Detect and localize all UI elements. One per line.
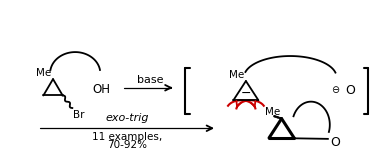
Text: exo-trig: exo-trig bbox=[105, 113, 149, 123]
Text: 11 examples,: 11 examples, bbox=[92, 132, 163, 142]
Text: ⊖: ⊖ bbox=[331, 85, 339, 95]
Text: 70-92%: 70-92% bbox=[107, 140, 147, 150]
Text: −: − bbox=[241, 87, 251, 100]
Text: Me: Me bbox=[36, 68, 51, 78]
Text: Me: Me bbox=[265, 107, 280, 117]
Text: Me: Me bbox=[229, 70, 244, 80]
Text: O: O bbox=[330, 136, 340, 149]
Text: OH: OH bbox=[92, 83, 110, 96]
Text: O: O bbox=[345, 84, 355, 97]
Text: base: base bbox=[137, 75, 163, 85]
Text: Br: Br bbox=[73, 110, 85, 120]
